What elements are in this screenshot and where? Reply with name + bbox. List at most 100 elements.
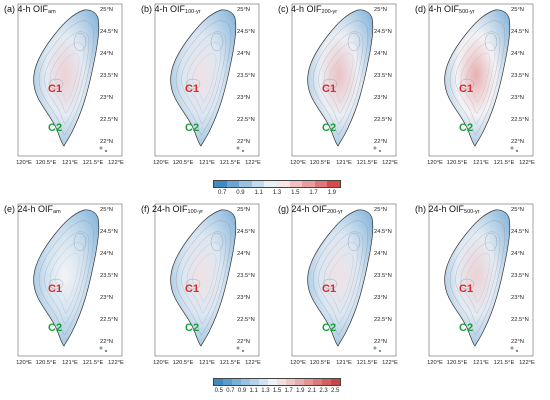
panel-title: (a) 4-h OIFam [4,4,56,15]
lat-tick-label: 24°N [237,51,250,57]
region-c2-label: C2 [48,322,62,334]
panel-title-subscript: 200-yr [327,209,343,215]
panel-title-duration: 24-h [17,204,36,214]
lat-tick-label: 24°N [374,51,387,57]
panel-title-duration: 4-h [428,4,442,14]
lon-tick-label: 120°E [290,360,306,366]
longitude-axis: 120°E 120.5°E 121°E 121.5°E 122°E [137,360,273,372]
region-c2-label: C2 [185,122,199,134]
taiwan-map: C1 C2 [154,203,260,357]
contour-c1 [459,278,475,290]
lat-tick-label: 23°N [511,295,524,301]
contour-north [73,32,87,52]
contour-c1 [48,78,64,90]
colorbar-tick-label: 0.7 [226,388,235,394]
lon-tick-label: 120.5°E [309,360,331,366]
colorbar-segment [295,379,304,385]
contour-lines [312,220,369,336]
contour-c1 [185,78,201,90]
contour-c1 [185,278,201,290]
colorbar-segment [241,379,250,385]
lon-tick-label: 121.5°E [219,360,241,366]
lon-tick-label: 121°E [336,360,352,366]
panel-title-index: OIF [170,4,186,14]
colorbar-gradient [213,378,341,386]
map-panel: C1 C2 (e) 24-h OIFam 25°N 24.5°N 24°N 23.5°N 23… [0,200,136,375]
colorbar-segment [223,379,232,385]
panel-title-letter: (a) [4,4,15,14]
islet [515,349,519,353]
contour-c1 [322,78,338,90]
lat-tick-label: 23.5°N [374,273,392,279]
map-frame [17,3,123,157]
lat-tick-label: 23.5°N [511,73,529,79]
taiwan-island [307,9,374,147]
region-c1-label: C1 [322,283,336,295]
lat-tick-label: 25°N [374,7,387,13]
contour-north [210,232,224,252]
contour-lines [449,220,506,336]
lon-tick-label: 120.5°E [172,360,194,366]
lon-tick-label: 122°E [108,160,124,166]
islet [373,146,377,150]
panel-title-letter: (f) [141,204,150,214]
map-panel: C1 C2 (b) 4-h OIF100-yr 25°N 24.5°N 24°N 23.5°… [137,0,273,175]
islet [241,349,245,353]
lat-tick-label: 22°N [100,339,113,345]
panel-title-subscript: 500-yr [459,9,475,15]
lon-tick-label: 120°E [427,360,443,366]
longitude-axis: 120°E 120.5°E 121°E 121.5°E 122°E [411,160,547,172]
panel-title-index: OIF [306,4,322,14]
panel-title-index: OIF [444,4,460,14]
colorbar-tick-label: 1.7 [309,190,318,196]
map-panel: C1 C2 (a) 4-h OIFam 25°N 24.5°N 24°N 23.5°N 23°… [0,0,136,175]
map-frame [428,3,534,157]
colorbar-tick-label: 2.5 [331,388,340,394]
region-c1-label: C1 [48,283,62,295]
contour-lines [38,20,95,136]
panel-title-letter: (d) [415,4,426,14]
region-c2-label: C2 [322,322,336,334]
region-c2-label: C2 [459,322,473,334]
lat-tick-label: 25°N [237,207,250,213]
contour-c1 [322,278,338,290]
panel-title: (g) 24-h OIF200-yr [278,204,343,215]
lon-tick-label: 122°E [245,360,261,366]
islet [510,346,514,350]
panel-title: (f) 24-h OIF100-yr [141,204,203,215]
lat-tick-label: 22°N [237,339,250,345]
panel-title-letter: (c) [278,4,289,14]
colorbar-segment [276,181,290,187]
taiwan-map: C1 C2 [17,203,123,357]
colorbar-segment [232,379,241,385]
colorbar-segment [304,379,313,385]
region-c1-label: C1 [459,83,473,95]
lat-tick-label: 24°N [100,51,113,57]
lon-tick-label: 122°E [108,360,124,366]
map-frame [17,203,123,357]
panel-title: (c) 4-h OIF200-yr [278,4,337,15]
panel-title-index: OIF [312,204,328,214]
longitude-axis: 120°E 120.5°E 121°E 121.5°E 122°E [411,360,547,372]
lon-tick-label: 120.5°E [35,160,57,166]
region-c2-label: C2 [48,122,62,134]
panel-title-subscript: 200-yr [321,9,338,15]
islet [99,146,103,150]
lat-tick-label: 22.5°N [374,117,392,123]
contour-north [73,232,87,252]
lat-tick-label: 25°N [511,207,524,213]
lat-tick-label: 23°N [511,95,524,101]
latitude-axis: 25°N 24.5°N 24°N 23.5°N 23°N 22.5°N 22°N [507,200,547,360]
contour-lines [175,220,232,336]
taiwan-map: C1 C2 [428,203,534,357]
lon-tick-label: 120°E [16,160,32,166]
contour-north [484,32,498,52]
colorbar: 0.7 0.9 1.1 1.3 1.5 1.7 1.9 [213,180,341,202]
colorbar-segment [259,379,268,385]
lat-tick-label: 25°N [100,7,113,13]
lat-tick-label: 22.5°N [511,317,529,323]
region-c2-label: C2 [459,122,473,134]
lat-tick-label: 22°N [100,139,113,145]
contour-c1 [48,278,64,290]
